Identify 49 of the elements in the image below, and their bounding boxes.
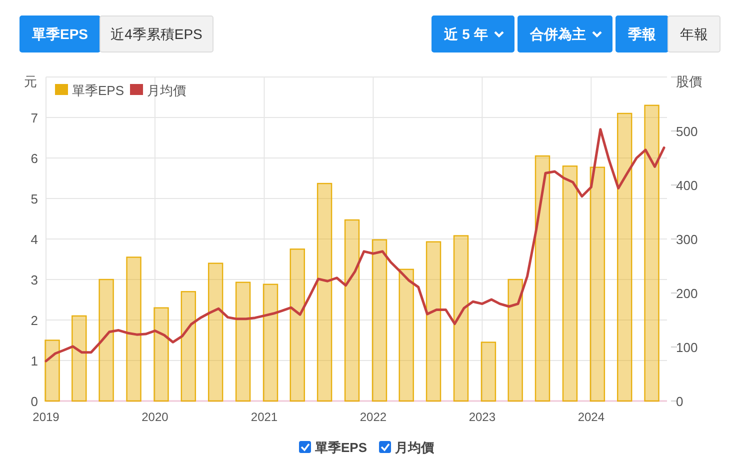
bar	[72, 315, 87, 402]
controls: 單季EPS 近4季累積EPS 近 5 年 合併為主 季報 年報	[20, 16, 720, 52]
bar	[316, 182, 332, 402]
x-tick-label: 2020	[142, 410, 169, 424]
legend-label: 單季EPS	[72, 83, 124, 98]
y2-tick-label: 400	[676, 178, 698, 193]
y2-tick-label: 100	[676, 340, 698, 355]
legend-toggles: 單季EPS 月均價	[299, 440, 434, 455]
bar	[562, 166, 578, 402]
y-tick-label: 3	[30, 272, 38, 288]
bar	[480, 342, 496, 402]
y-tick-label: 7	[30, 110, 38, 126]
bar	[426, 241, 442, 402]
bar	[508, 278, 523, 402]
y-tick-label: 1	[30, 354, 38, 368]
y-tick-label: 4	[30, 232, 38, 247]
bar	[644, 104, 660, 402]
bar	[617, 112, 632, 402]
y2-axis-title: 股價	[676, 74, 702, 89]
y2-tick-label: 300	[676, 232, 698, 247]
bar	[290, 248, 305, 402]
bar	[534, 155, 550, 402]
bar	[372, 239, 388, 402]
x-tick-label: 2019	[32, 410, 60, 424]
y-tick-label: 0	[30, 394, 38, 409]
bar	[398, 268, 414, 402]
y-axis-title: 元	[24, 74, 37, 89]
bar	[126, 256, 142, 402]
bar	[180, 291, 196, 402]
y-tick-label: 5	[30, 192, 38, 206]
bar	[208, 262, 224, 402]
bar	[235, 282, 251, 402]
legend-label: 月均價	[147, 83, 186, 98]
y-tick-label: 6	[30, 151, 38, 166]
x-tick-label: 2024	[578, 410, 605, 424]
y2-tick-label: 200	[676, 286, 698, 301]
bar	[262, 284, 278, 402]
bar	[344, 219, 360, 402]
y2-tick-label: 500	[676, 124, 698, 139]
bar	[98, 278, 114, 402]
bar	[44, 340, 60, 402]
x-tick-label: 2023	[468, 410, 496, 424]
y2-tick-label: 0	[676, 394, 684, 409]
bar	[154, 307, 169, 402]
x-tick-label: 2021	[250, 410, 278, 424]
x-tick-label: 2022	[360, 410, 387, 424]
bar	[453, 235, 469, 402]
bar	[590, 166, 606, 402]
y-tick-label: 2	[30, 313, 38, 328]
